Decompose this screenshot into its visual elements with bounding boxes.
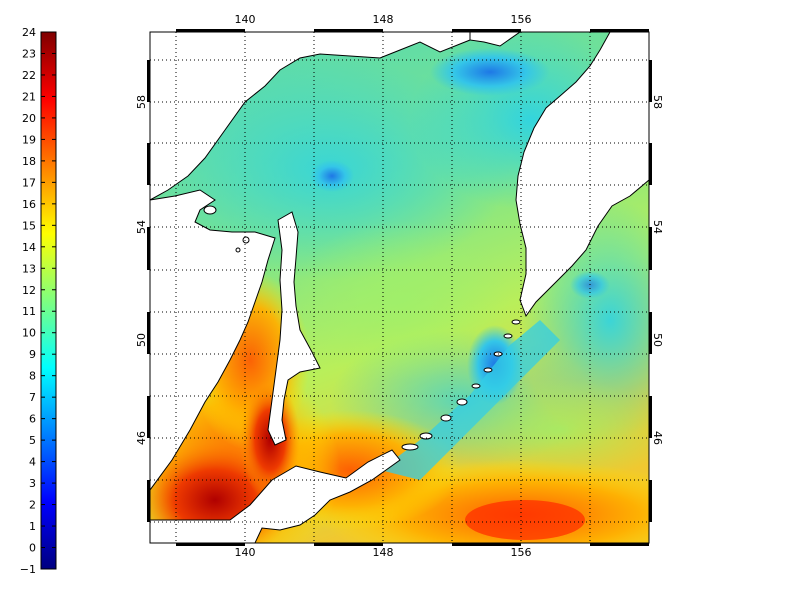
colorbar-tick-label: 23: [22, 47, 36, 60]
frame-segment-right: [649, 480, 652, 522]
latitude-label: 58: [135, 95, 148, 109]
latitude-label: 50: [651, 333, 664, 347]
longitude-labels-top: 140 148 156: [235, 13, 532, 26]
frame-segment-top: [452, 29, 521, 32]
colorbar-tick-label: 3: [29, 477, 36, 490]
colorbar-tick-label: 21: [22, 90, 36, 103]
frame-segment-top: [176, 29, 245, 32]
latitude-label: 54: [651, 220, 664, 234]
frame-segment-bottom: [314, 543, 383, 546]
colorbar-tick-label: 9: [29, 348, 36, 361]
latitude-label: 58: [651, 95, 664, 109]
land-masses: [150, 32, 649, 543]
frame-segment-right: [649, 312, 652, 354]
map-frame: [149, 31, 650, 544]
colorbar-tick-label: 13: [22, 262, 36, 275]
mainland-west: [150, 189, 276, 491]
longitude-label: 156: [511, 13, 532, 26]
colorbar-tick-label: 10: [22, 327, 36, 340]
colorbar-tick-label: 6: [29, 413, 36, 426]
frame-segment-left: [147, 227, 150, 270]
longitude-label: 156: [511, 546, 532, 559]
colorbar-tick-label: −1: [20, 563, 36, 576]
longitude-labels-bottom: 140 148 156: [235, 546, 532, 559]
kamchatka-peninsula: [515, 32, 649, 318]
colorbar-tick-label: 4: [29, 456, 36, 469]
colorbar-tick-label: 18: [22, 155, 36, 168]
colorbar: 2423222120191817161514131211109876543210…: [20, 26, 57, 576]
colorbar-tick-label: 20: [22, 112, 36, 125]
colorbar-tick-label: 24: [22, 26, 36, 39]
map-panel: 140 148 156 140 148 156 58 54 50 46 58 54 50 46: [135, 13, 664, 559]
frame-segment-left: [147, 480, 150, 522]
latitude-label: 50: [135, 333, 148, 347]
colorbar-tick-label: 8: [29, 370, 36, 383]
hokkaido-island: [150, 449, 401, 543]
magadan-coast: [469, 32, 521, 47]
latitude-label: 46: [135, 431, 148, 445]
colorbar-tick-label: 22: [22, 69, 36, 82]
longitude-label: 148: [373, 546, 394, 559]
frame-segment-right: [649, 143, 652, 185]
latitude-labels-left: 58 54 50 46: [135, 95, 148, 445]
frame-segment-bottom: [452, 543, 521, 546]
frame-segment-right: [649, 60, 652, 102]
frame-segment-bottom: [590, 543, 649, 546]
frame-segment-top: [590, 29, 649, 32]
colorbar-tick-label: 15: [22, 219, 36, 232]
kuril-islands: [401, 319, 521, 451]
colorbar-tick-label: 12: [22, 284, 36, 297]
frame-segment-right: [649, 396, 652, 438]
colorbar-tick-label: 7: [29, 391, 36, 404]
latitude-label: 46: [651, 431, 664, 445]
colorbar-tick-label: 1: [29, 520, 36, 533]
colorbar-tick-label: 11: [22, 305, 36, 318]
colorbar-tick-label: 19: [22, 133, 36, 146]
frame-segment-top: [314, 29, 383, 32]
frame-segment-right: [649, 227, 652, 270]
latitude-label: 54: [135, 220, 148, 234]
colorbar-tick-label: 0: [29, 542, 36, 555]
longitude-label: 140: [235, 13, 256, 26]
colorbar-tick-label: 2: [29, 499, 36, 512]
north-coast-land: [150, 32, 471, 201]
frame-segment-left: [147, 60, 150, 102]
frame-segment-left: [147, 143, 150, 185]
map-frame-ticks: [147, 29, 652, 546]
frame-segment-left: [147, 396, 150, 438]
frame-segment-left: [147, 312, 150, 354]
colorbar-tick-label: 17: [22, 176, 36, 189]
latitude-labels-right: 58 54 50 46: [651, 95, 664, 445]
sakhalin-island: [267, 211, 321, 446]
frame-segment-bottom: [176, 543, 245, 546]
longitude-label: 140: [235, 546, 256, 559]
colorbar-ticks: 2423222120191817161514131211109876543210…: [20, 26, 56, 576]
colorbar-tick-label: 16: [22, 198, 36, 211]
colorbar-tick-label: 14: [22, 241, 36, 254]
colorbar-tick-label: 5: [29, 434, 36, 447]
colorbar-ramp: [40, 31, 57, 570]
longitude-label: 148: [373, 13, 394, 26]
